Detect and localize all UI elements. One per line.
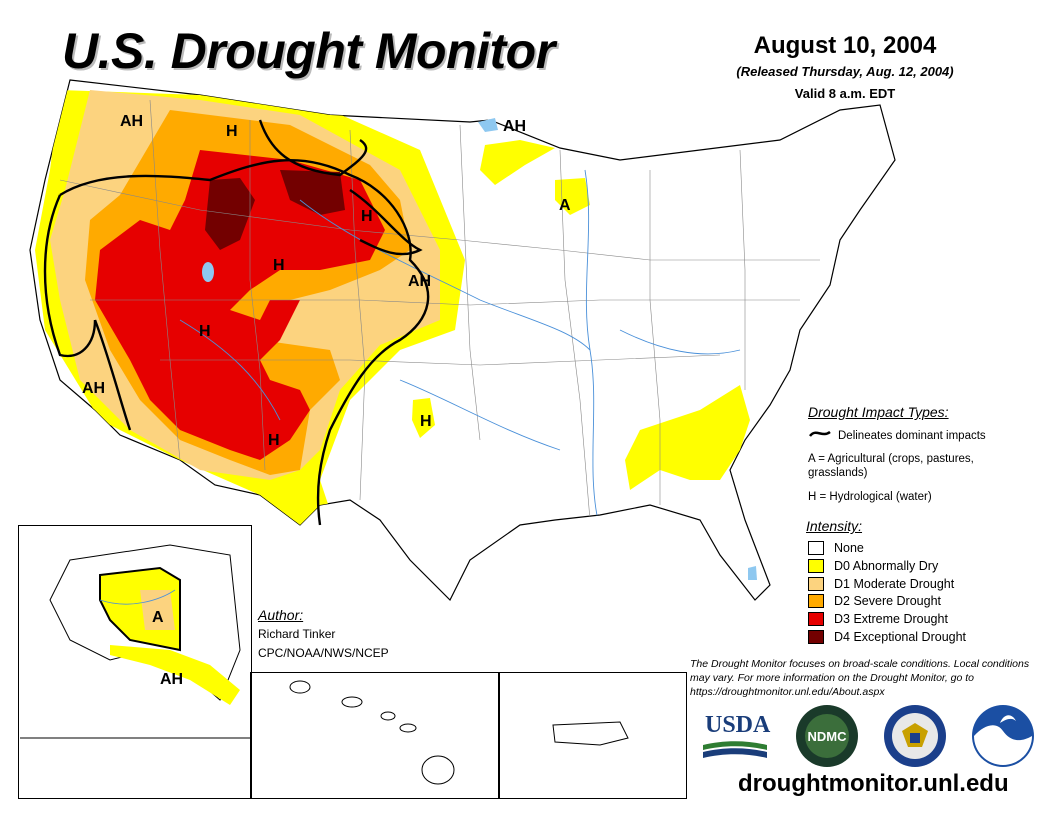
impact-delineates-text: Delineates dominant impacts	[838, 430, 986, 442]
svg-text:NDMC: NDMC	[808, 729, 848, 744]
puerto-rico-inset-map	[552, 721, 629, 746]
d0-southeast-region	[625, 385, 750, 490]
label-h-utah: H	[199, 323, 211, 340]
map-date: August 10, 2004	[753, 32, 937, 59]
rivers	[179, 169, 741, 531]
intensity-d0: D0 Abnormally Dry	[808, 558, 938, 574]
label-h-south-dakota: H	[361, 208, 373, 225]
d4-montana-region	[280, 170, 345, 215]
author-name: Richard Tinker	[258, 627, 336, 641]
swatch-d1	[808, 577, 824, 591]
intensity-d3-label: D3 Extreme Drought	[834, 612, 948, 626]
info-note: The Drought Monitor focuses on broad-sca…	[690, 658, 1030, 698]
swatch-d2	[808, 594, 824, 608]
swatch-d3	[808, 612, 824, 626]
intensity-d3: D3 Extreme Drought	[808, 611, 948, 627]
impact-hydrological-text: H = Hydrological (water)	[808, 491, 932, 503]
valid-time: Valid 8 a.m. EDT	[794, 86, 896, 101]
page-title: U.S. Drought Monitor	[62, 23, 555, 79]
label-ah-california: AH	[82, 380, 105, 397]
impact-agricultural-text: A = Agricultural (crops, pastures, grass…	[808, 453, 974, 479]
release-date: (Released Thursday, Aug. 12, 2004)	[736, 64, 954, 79]
puerto-rico-inset-box	[498, 672, 687, 799]
label-a-alaska: A	[152, 609, 164, 626]
d0-wisconsin-region	[555, 178, 590, 215]
impact-boundaries	[43, 119, 430, 526]
author-org: CPC/NOAA/NWS/NCEP	[258, 646, 389, 660]
noaa-logo	[972, 705, 1034, 767]
label-h-oklahoma: H	[420, 413, 432, 430]
swatch-d0	[808, 559, 824, 573]
intensity-d0-label: D0 Abnormally Dry	[834, 559, 939, 573]
impact-legend-title: Drought Impact Types:	[808, 404, 949, 420]
label-ah-northwest: AH	[120, 113, 143, 130]
intensity-d4: D4 Exceptional Drought	[808, 629, 966, 645]
d0-oklahoma-region	[412, 398, 435, 438]
label-h-montana: H	[226, 123, 238, 140]
usda-logo: USDA	[705, 712, 771, 738]
lake-okeechobee	[748, 566, 757, 580]
hawaii-inset-box	[250, 672, 500, 799]
intensity-d2: D2 Severe Drought	[808, 593, 941, 609]
usda-logo-swoosh	[703, 741, 767, 758]
ndmc-logo: NDMC	[796, 705, 858, 767]
intensity-d2-label: D2 Severe Drought	[834, 594, 942, 608]
intensity-none: None	[808, 540, 864, 556]
d3-west-region	[95, 150, 385, 460]
alaska-inset-box	[18, 525, 252, 799]
d0-minnesota-region	[480, 140, 555, 185]
intensity-none-label: None	[834, 541, 864, 555]
commerce-seal-logo	[884, 705, 946, 767]
impact-line-swatch	[809, 430, 831, 437]
lake-superior	[478, 118, 498, 132]
alaska-inset-map: A AH	[20, 544, 250, 739]
intensity-legend-title: Intensity:	[806, 518, 863, 534]
hawaii-inset-map	[289, 680, 455, 785]
label-a-wisconsin: A	[559, 197, 571, 214]
label-ah-minnesota: AH	[503, 118, 526, 135]
great-salt-lake	[202, 262, 214, 282]
label-h-new-mexico: H	[268, 432, 280, 449]
site-url[interactable]: droughtmonitor.unl.edu	[738, 770, 1009, 797]
author-title: Author:	[258, 607, 304, 623]
intensity-d4-label: D4 Exceptional Drought	[834, 630, 967, 644]
label-ah-alaska: AH	[160, 671, 183, 688]
intensity-d1-label: D1 Moderate Drought	[834, 577, 955, 591]
intensity-d1: D1 Moderate Drought	[808, 576, 954, 592]
label-h-wyoming: H	[273, 257, 285, 274]
swatch-none	[808, 541, 824, 555]
swatch-d4	[808, 630, 824, 644]
label-ah-nebraska: AH	[408, 273, 431, 290]
